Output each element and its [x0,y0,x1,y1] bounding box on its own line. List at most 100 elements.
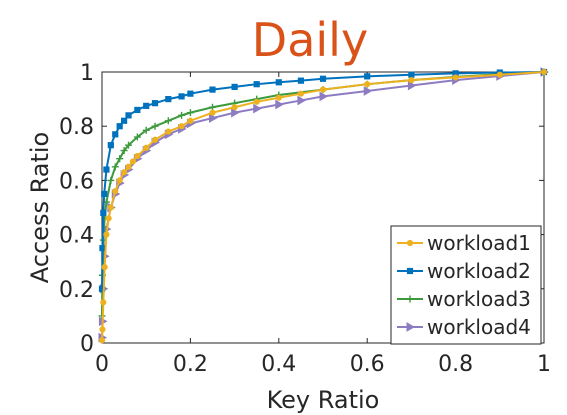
data-point-workload3 [133,133,141,141]
data-point-workload2 [297,77,304,84]
legend-box [390,225,542,345]
data-point-workload1 [364,81,371,88]
data-point-workload4 [231,107,240,118]
data-point-workload3 [116,155,124,163]
data-point-workload2 [231,83,238,91]
series-workload1 [98,68,548,344]
data-point-workload2 [209,86,216,93]
plot-area [98,67,550,344]
legend-marker [406,239,414,247]
data-point-workload1 [125,163,132,170]
legend-marker [406,295,414,303]
data-point-workload4 [275,99,284,110]
data-point-workload2 [134,106,141,114]
legend-item-workload1: workload1 [397,231,531,255]
data-point-workload1 [253,98,260,105]
x-axis-label: Key Ratio [267,386,380,414]
data-point-workload1 [143,144,150,151]
data-point-workload4 [319,91,329,102]
data-point-workload3 [111,163,119,171]
data-point-workload1 [121,169,128,176]
data-point-workload1 [101,264,108,271]
data-point-workload1 [275,94,282,101]
legend-item-workload4: workload4 [397,315,531,339]
data-point-workload1 [129,158,137,165]
data-point-workload2 [408,71,415,78]
data-point-workload3 [142,126,150,134]
data-point-workload1 [178,123,185,130]
x-tick-label: 0.8 [438,352,473,377]
x-tick-label: 1 [537,352,551,377]
x-tick-label: 0.6 [350,352,385,377]
data-point-workload4 [209,113,218,123]
data-point-workload3 [164,117,172,125]
axes: 0 0.2 0.4 0.6 0.8 1 0 0.2 0.4 0.6 0.8 1 Key Ratio Acc… [26,61,551,414]
data-point-workload2 [116,123,123,130]
data-point-workload2 [143,102,150,109]
data-point-workload1 [540,68,548,76]
data-point-workload3 [120,147,128,155]
data-point-workload2 [125,112,132,119]
data-point-workload1 [105,215,112,222]
data-point-workload1 [209,109,216,116]
data-point-workload1 [99,326,106,333]
data-point-workload2 [112,131,119,138]
data-point-workload3 [125,141,133,149]
data-point-workload2 [187,90,194,97]
data-point-workload1 [134,152,141,160]
data-point-workload3 [178,111,186,119]
data-point-workload4 [363,86,373,96]
data-point-workload2 [101,190,108,198]
data-point-workload1 [100,299,107,306]
y-tick-label: 0.6 [59,169,94,194]
legend-label: workload1 [427,231,531,255]
data-point-workload1 [165,128,172,135]
data-point-workload2 [151,100,159,107]
data-point-workload2 [178,93,185,100]
y-tick-label: 0 [80,332,94,357]
y-tick-label: 0.2 [59,278,94,303]
data-point-workload3 [151,122,159,130]
data-point-workload1 [408,77,415,84]
y-axis-label: Access Ratio [26,132,54,283]
legend-item-workload3: workload3 [397,287,531,311]
y-tick-label: 1 [80,61,94,86]
data-point-workload2 [364,73,371,80]
data-point-workload1 [116,177,123,184]
x-tick-label: 0.2 [173,352,208,377]
data-point-workload1 [319,86,327,93]
data-point-workload2 [103,166,110,173]
legend-marker [406,322,416,332]
y-tick-label: 0.8 [59,115,94,140]
plot-frame [101,71,545,344]
data-point-workload1 [496,71,503,78]
chart-title: Daily [252,13,368,67]
data-point-workload1 [112,188,119,195]
data-point-workload2 [275,79,282,86]
data-point-workload4 [253,103,262,114]
data-point-workload2 [253,81,260,88]
data-point-workload1 [98,337,106,344]
legend-label: workload3 [427,287,531,311]
data-point-workload2 [319,75,327,82]
data-point-workload1 [231,104,238,111]
data-point-workload2 [99,245,106,252]
data-point-workload2 [100,209,107,217]
data-point-workload2 [107,142,114,149]
legend-item-workload2: workload2 [397,259,531,283]
y-tick-label: 0.4 [59,224,94,249]
data-point-workload4 [297,95,306,106]
data-point-workload1 [452,74,459,81]
legend-label: workload4 [427,315,531,339]
data-point-workload1 [297,90,304,97]
data-point-workload1 [107,204,114,211]
data-point-workload1 [151,136,159,143]
data-point-workload1 [103,231,110,238]
data-point-workload2 [165,96,172,103]
legend-marker [406,267,414,275]
data-point-workload3 [107,176,115,184]
x-tick-label: 0.4 [261,352,296,377]
legend-label: workload2 [427,259,531,283]
data-point-workload1 [187,117,194,124]
